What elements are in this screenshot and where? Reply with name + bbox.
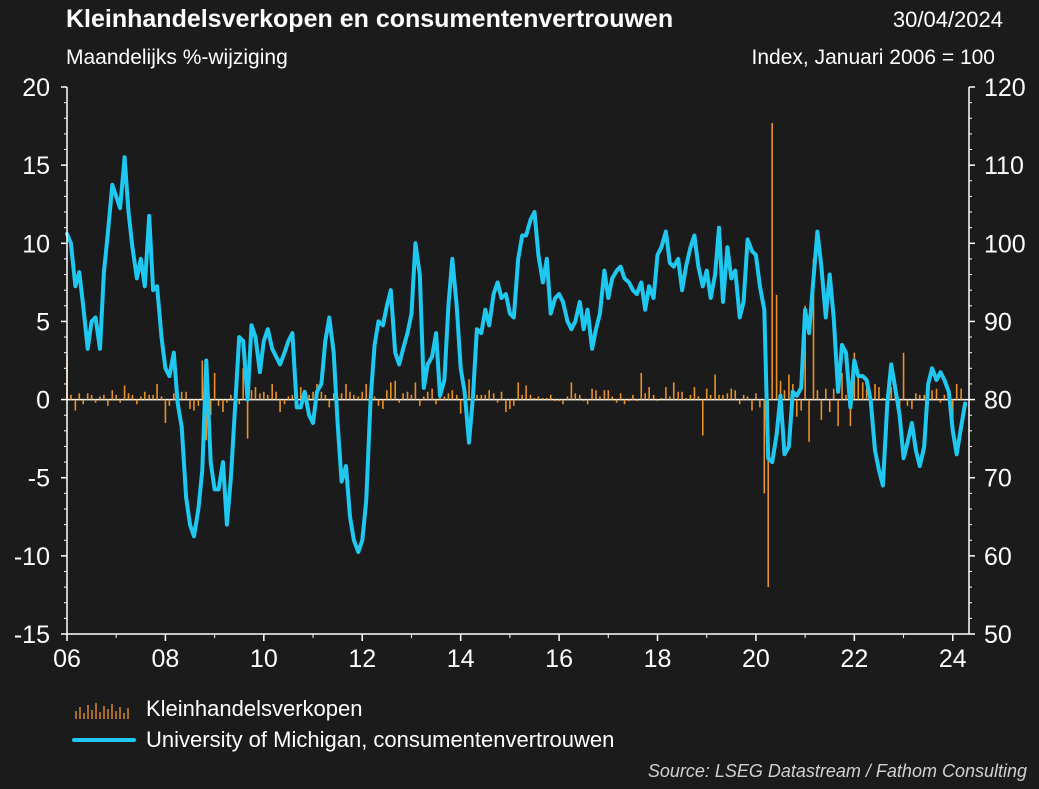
right-tick-label: 60: [984, 543, 1012, 571]
left-tick-label: -5: [28, 465, 50, 493]
left-tick-label: -10: [14, 543, 50, 571]
left-tick-label: 0: [36, 387, 50, 415]
x-tick-label: 06: [53, 645, 81, 673]
right-axis-subtitle: Index, Januari 2006 = 100: [751, 46, 995, 69]
x-tick-label: 24: [939, 645, 967, 673]
legend-item-sentiment: University of Michigan, consumentenvertr…: [72, 727, 752, 758]
axes-group: -15 -10 -5 0 5 10 15 20 50 60 70 80 90 100 110 120 06 08 1…: [14, 74, 1026, 673]
x-tick-label: 12: [348, 645, 376, 673]
x-tick-label: 14: [447, 645, 475, 673]
right-tick-label: 50: [984, 621, 1012, 649]
left-tick-label: 15: [22, 152, 50, 180]
left-tick-label: 10: [22, 230, 50, 258]
right-tick-label: 90: [984, 308, 1012, 336]
legend: Kleinhandelsverkopen University of Michi…: [72, 696, 752, 758]
sentiment-line: [65, 155, 968, 554]
chart-canvas: -15 -10 -5 0 5 10 15 20 50 60 70 80 90 100 110 120 06 08 1…: [14, 74, 1026, 673]
right-tick-label: 70: [984, 465, 1012, 493]
right-tick-label: 100: [984, 230, 1026, 258]
x-tick-label: 22: [840, 645, 868, 673]
chart-date: 30/04/2024: [892, 7, 1003, 32]
right-tick-label: 110: [984, 152, 1024, 180]
x-tick-label: 16: [545, 645, 573, 673]
legend-label-sentiment: University of Michigan, consumentenvertr…: [146, 727, 615, 752]
retail-bars-group: [66, 122, 962, 588]
sentiment-legend-swatch: [72, 738, 136, 742]
x-tick-label: 08: [152, 645, 180, 673]
left-tick-label: -15: [14, 621, 50, 649]
retail-legend-swatch: [75, 703, 129, 719]
left-axis-subtitle: Maandelijks %-wijziging: [66, 46, 288, 69]
x-tick-label: 10: [250, 645, 278, 673]
chart-title: Kleinhandelsverkopen en consumentenvertr…: [66, 5, 674, 33]
right-tick-label: 80: [984, 387, 1012, 415]
source-note: Source: LSEG Datastream / Fathom Consult…: [647, 761, 1027, 781]
left-tick-label: 20: [22, 74, 50, 102]
legend-item-retail: Kleinhandelsverkopen: [72, 696, 752, 727]
sentiment-line-group: [65, 155, 968, 554]
right-tick-label: 120: [984, 74, 1026, 102]
x-tick-label: 20: [742, 645, 770, 673]
legend-label-retail: Kleinhandelsverkopen: [146, 696, 363, 721]
left-tick-label: 5: [36, 308, 50, 336]
x-tick-label: 18: [644, 645, 672, 673]
